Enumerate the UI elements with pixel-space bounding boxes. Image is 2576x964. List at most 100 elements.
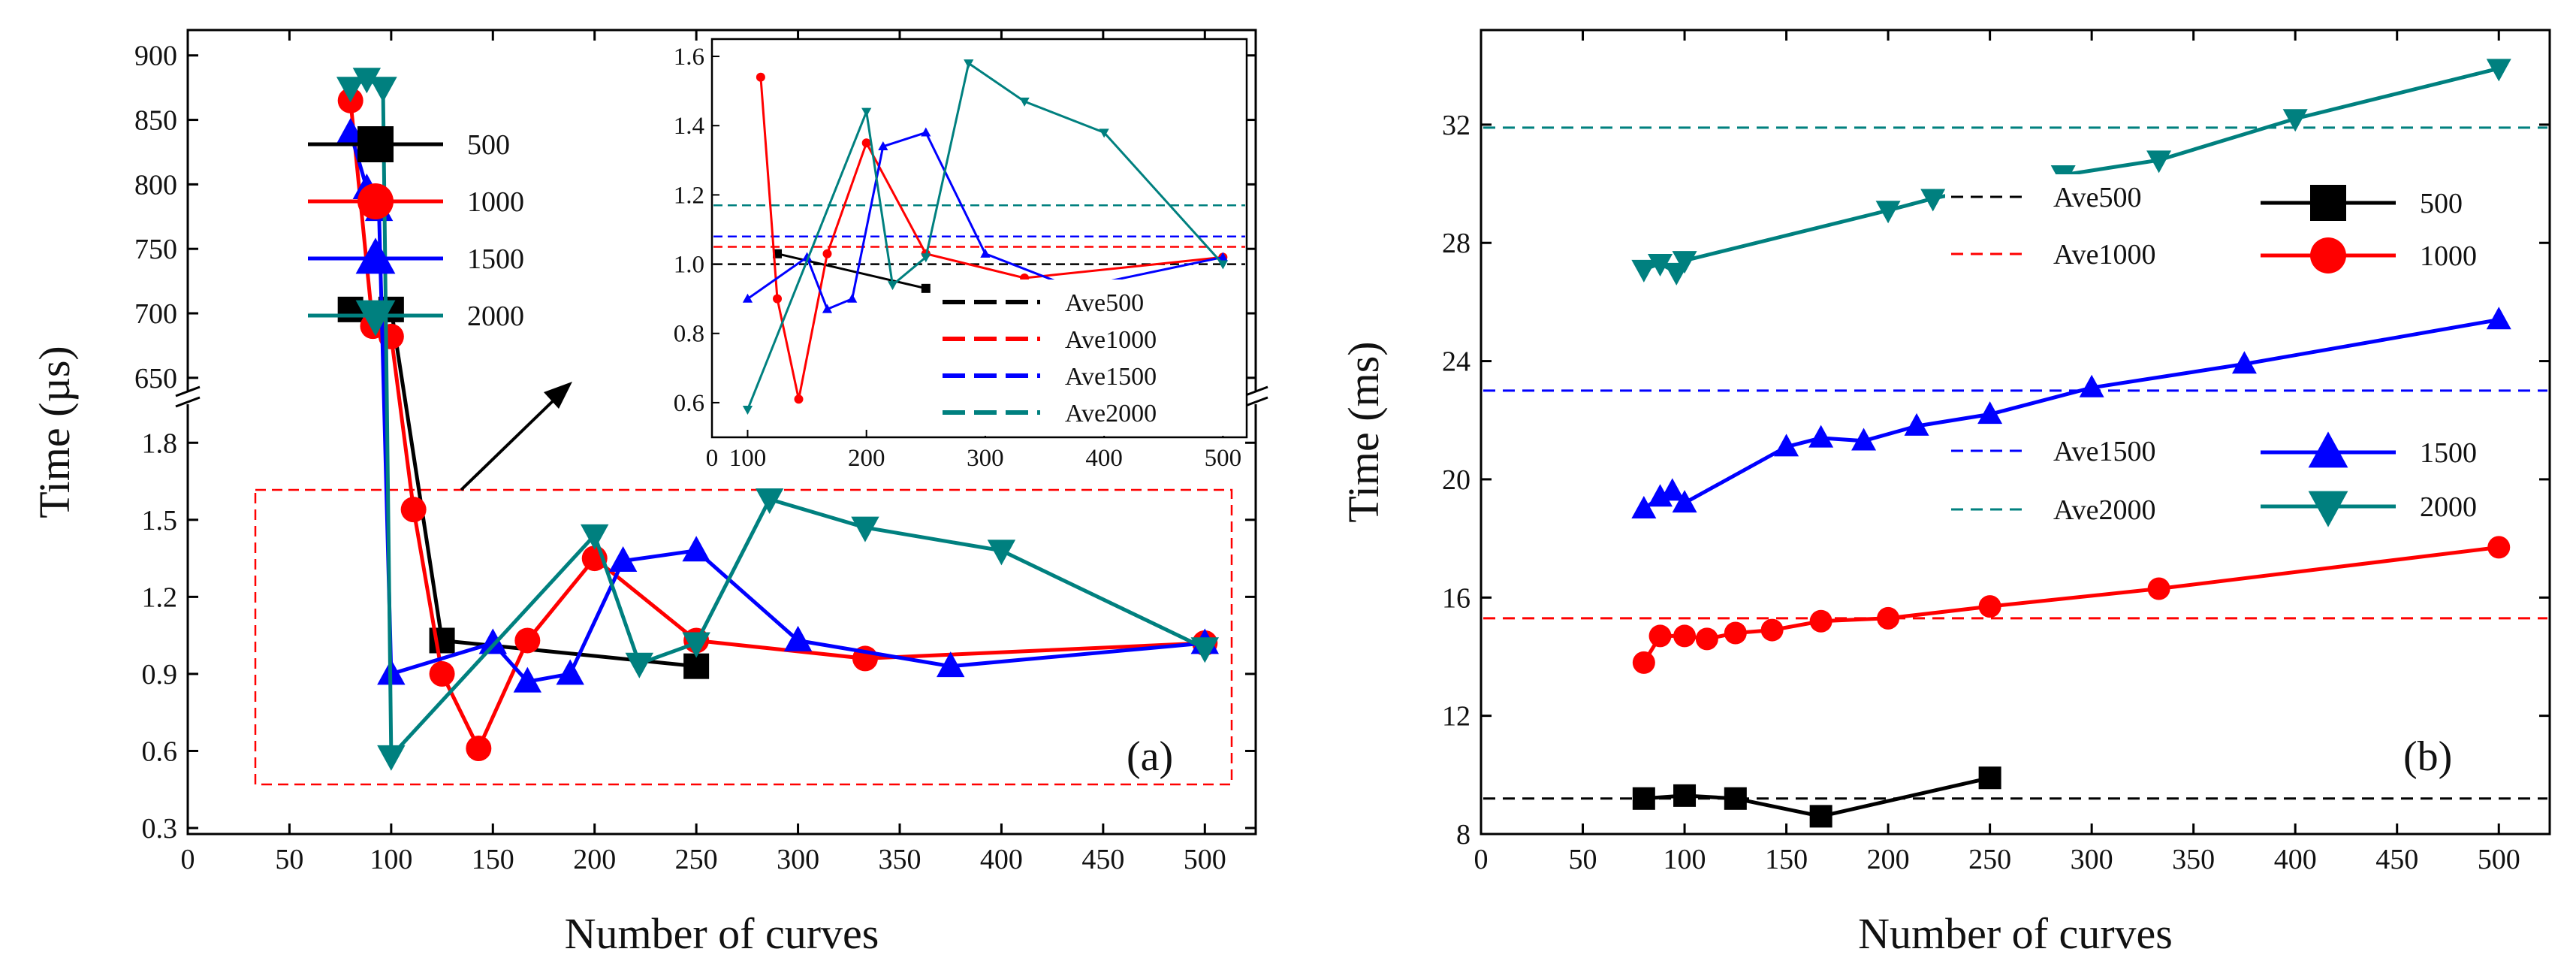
data-point-1500: [478, 628, 507, 654]
data-point-1500: [1648, 484, 1673, 507]
axis-break-mark: [1243, 385, 1268, 397]
x-axis-label: Number of curves: [1858, 909, 2173, 958]
x-axis-label: Number of curves: [565, 909, 879, 958]
data-point-1000: [2487, 536, 2511, 559]
inset-data-point-500: [921, 283, 931, 293]
inset-data-point-1500: [822, 304, 833, 313]
inset-x-tick-label: 0: [706, 445, 719, 472]
x-tick-label: 450: [1081, 844, 1124, 875]
y-tick-label: 1.2: [142, 582, 178, 613]
inset-data-point-2000: [742, 406, 753, 416]
data-point-1500: [2231, 351, 2257, 374]
y-axis-label: Time (µs): [30, 346, 79, 518]
data-point-1500: [608, 545, 638, 572]
x-tick-label: 200: [573, 844, 616, 875]
data-point-1500: [783, 625, 813, 651]
inset-data-point-2000: [1099, 128, 1109, 138]
data-point-2000: [352, 68, 382, 94]
axis-break-mark: [175, 385, 201, 397]
x-tick-label: 500: [2478, 844, 2520, 875]
data-point-500: [1809, 805, 1832, 828]
x-tick-label: 350: [2172, 844, 2215, 875]
y-tick-label: 20: [1442, 464, 1470, 496]
legend-marker-1500: [2308, 431, 2348, 468]
data-point-2000: [1920, 189, 1946, 212]
inset-y-tick-label: 1.0: [674, 252, 704, 279]
data-point-1500: [1808, 425, 1834, 448]
series-line-1000: [1642, 545, 2499, 664]
data-point-1500: [556, 659, 584, 685]
data-point-1500: [1904, 412, 1929, 436]
inset-legend-bg: [931, 280, 1235, 436]
inset-data-point-2000: [921, 253, 931, 263]
x-tick-label: 0: [1474, 844, 1489, 875]
data-point-1000: [1724, 621, 1747, 645]
y-tick-label: 0.6: [142, 736, 178, 767]
panel-b: 0 50 100 150 200 250 300 350 400 450 500 8 12 16 20 24 2…: [1339, 29, 2551, 958]
legend-bg: [1945, 231, 2193, 275]
data-point-1500: [1660, 478, 1685, 501]
inset-y-tick-label: 1.6: [674, 44, 704, 71]
x-tick-label: 250: [675, 844, 718, 875]
legend-label: Ave1000: [2053, 239, 2156, 270]
data-point-1000: [429, 660, 455, 687]
inset-data-point-1000: [794, 394, 804, 404]
x-tick-label: 0: [181, 844, 195, 875]
inset-x-tick-label: 200: [848, 445, 885, 472]
legend-label: 1500: [2420, 437, 2477, 469]
data-point-1000: [2147, 577, 2170, 600]
data-point-2000: [987, 539, 1016, 566]
series-line-1500: [1642, 318, 2499, 511]
inset-data-point-1000: [773, 294, 783, 304]
data-point-2000: [1190, 637, 1219, 663]
data-point-1000: [1877, 606, 1900, 630]
legend-bg: [1945, 428, 2193, 472]
legend-label: 1000: [467, 186, 524, 218]
y-tick-label: 850: [134, 105, 177, 137]
y-tick-label: 32: [1442, 110, 1470, 141]
axis-break-mark: [1243, 396, 1268, 408]
inset-data-point-1500: [801, 252, 813, 261]
data-point-2000: [581, 524, 609, 550]
legend-bg: [1945, 487, 2193, 530]
data-point-1000: [1673, 624, 1697, 648]
inset-data-point-2000: [1217, 260, 1228, 270]
x-tick-label: 150: [472, 844, 514, 875]
legend-marker-500: [2310, 185, 2346, 221]
data-point-2000: [1648, 254, 1673, 277]
data-point-2000: [625, 652, 654, 678]
data-point-1000: [1978, 595, 2001, 618]
inset-data-point-2000: [1019, 97, 1030, 107]
data-point-2000: [851, 516, 879, 542]
inset-data-point-1500: [878, 141, 888, 150]
inset-data-point-1500: [847, 293, 858, 303]
y-tick-label: 1.8: [142, 428, 178, 459]
y-tick-label: 28: [1442, 228, 1470, 259]
inset-data-point-2000: [964, 59, 974, 69]
zoom-region-box: [254, 488, 1233, 786]
legend-bg: [1945, 174, 2193, 218]
inset-legend-label: Ave1000: [1065, 326, 1157, 354]
inset-data-point-1000: [756, 72, 765, 82]
inset-data-point-1000: [822, 249, 832, 258]
data-point-2000: [1672, 251, 1697, 274]
data-point-2000: [2146, 150, 2172, 174]
data-point-1500: [2486, 307, 2511, 330]
data-point-1000: [514, 627, 541, 654]
data-point-1500: [513, 666, 542, 693]
data-point-1000: [1809, 609, 1832, 633]
legend-marker-1000: [357, 183, 394, 219]
x-tick-label: 250: [1968, 844, 2011, 875]
y-tick-label: 24: [1442, 346, 1470, 378]
inset-data-point-1500: [980, 248, 991, 258]
data-point-2000: [1875, 201, 1901, 224]
data-point-1000: [1632, 651, 1655, 674]
data-point-500: [1632, 787, 1655, 810]
legend-label: Ave2000: [2053, 494, 2156, 526]
data-point-2000: [682, 632, 710, 658]
legend-label: 2000: [467, 301, 524, 332]
legend-marker-2000: [2308, 491, 2348, 527]
data-point-2000: [369, 77, 397, 103]
x-tick-label: 500: [1184, 844, 1226, 875]
